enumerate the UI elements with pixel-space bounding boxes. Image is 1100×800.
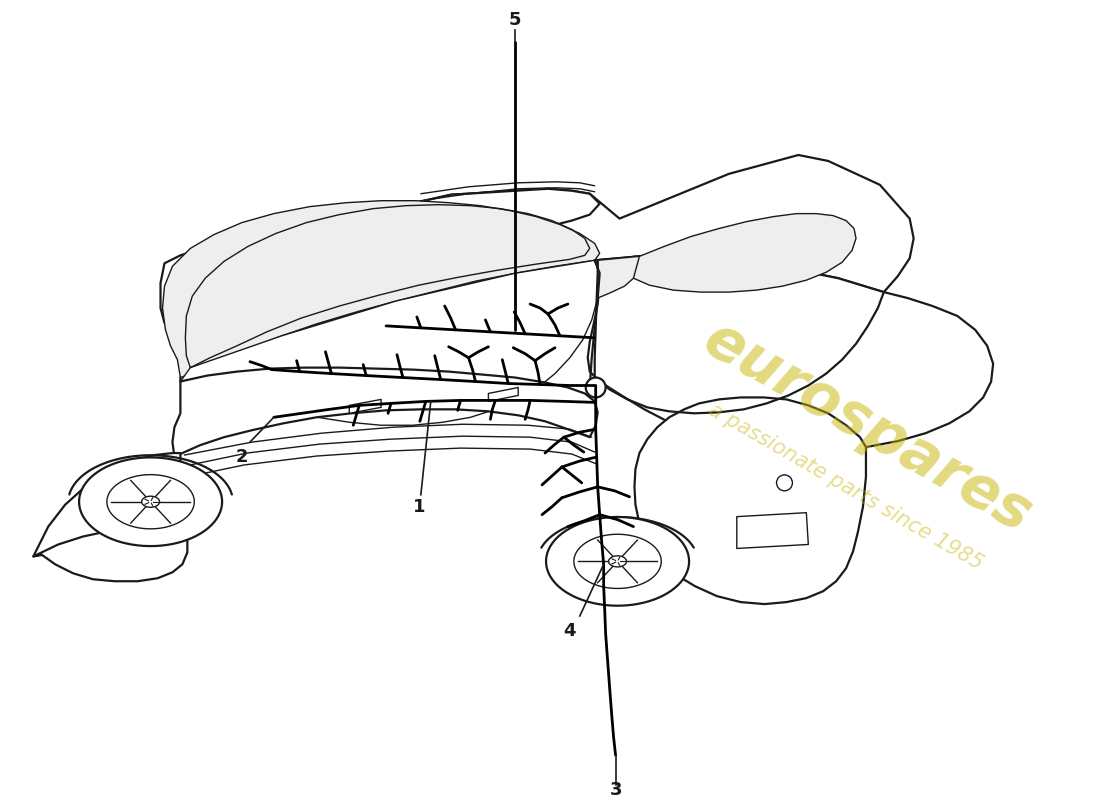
Text: eurospares: eurospares <box>694 310 1042 544</box>
Polygon shape <box>608 556 627 567</box>
Polygon shape <box>635 398 866 604</box>
Polygon shape <box>161 189 600 323</box>
Text: 2: 2 <box>235 448 249 466</box>
Circle shape <box>777 475 792 491</box>
Polygon shape <box>33 155 993 628</box>
Text: 5: 5 <box>509 11 521 29</box>
Text: 3: 3 <box>609 781 622 799</box>
Polygon shape <box>79 458 222 546</box>
Polygon shape <box>587 256 993 451</box>
Polygon shape <box>488 387 518 402</box>
Polygon shape <box>546 517 689 606</box>
Polygon shape <box>33 525 187 582</box>
Polygon shape <box>597 256 639 298</box>
Polygon shape <box>173 368 597 457</box>
Polygon shape <box>163 201 600 378</box>
Polygon shape <box>625 214 856 292</box>
Polygon shape <box>180 260 600 426</box>
Circle shape <box>586 378 606 398</box>
Polygon shape <box>107 474 195 529</box>
Text: 4: 4 <box>563 622 576 640</box>
Polygon shape <box>33 453 180 562</box>
Polygon shape <box>350 399 381 414</box>
Polygon shape <box>180 155 914 382</box>
Polygon shape <box>142 496 160 507</box>
Polygon shape <box>574 534 661 589</box>
Polygon shape <box>737 513 808 549</box>
Text: a passionate parts since 1985: a passionate parts since 1985 <box>705 400 987 574</box>
Text: 1: 1 <box>412 498 425 516</box>
